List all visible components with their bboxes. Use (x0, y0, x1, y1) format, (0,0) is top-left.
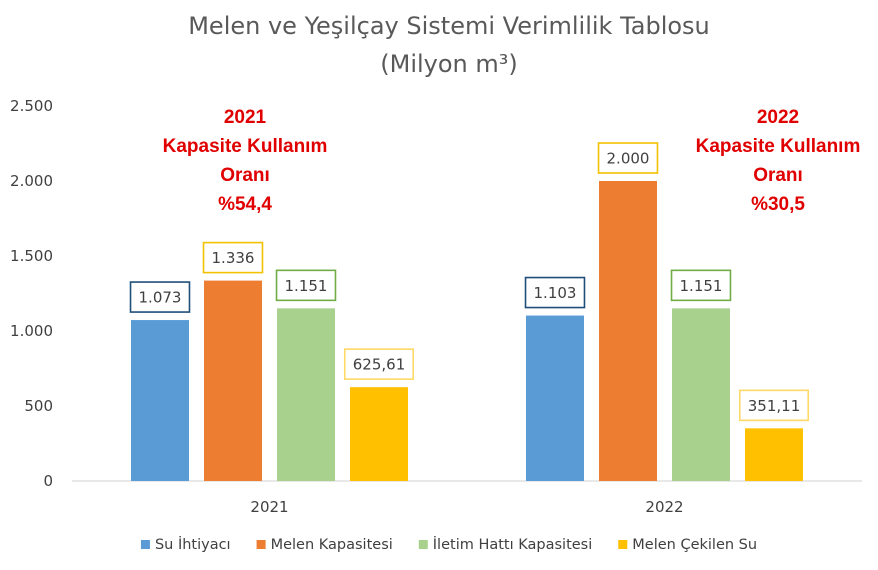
data-label-box (275, 269, 337, 302)
annotation-text: %30,5 (751, 194, 805, 215)
bars (131, 181, 803, 481)
annotation-text: Oranı (220, 165, 270, 186)
x-tick-label: 2022 (645, 498, 683, 516)
annotation-text: Kapasite Kullanım (163, 136, 328, 157)
bar (745, 428, 803, 481)
legend-label: Melen Çekilen Su (632, 537, 757, 553)
legend-swatch (618, 540, 628, 549)
annotation-text: 2021 (224, 107, 267, 128)
data-label-box (524, 276, 586, 309)
bar (599, 181, 657, 481)
x-axis: 2021 2022 (250, 498, 683, 516)
data-label: 1.151 (680, 277, 723, 295)
annotations: 2021 Kapasite Kullanım Oranı %54,4 2022 Kapas… (163, 107, 861, 215)
y-tick-label: 1.500 (10, 247, 53, 265)
data-label-box (343, 348, 415, 380)
data-label-box (738, 389, 810, 422)
data-label: 1.151 (285, 277, 328, 295)
annotation-text: 2022 (757, 107, 799, 128)
data-label-box (670, 269, 732, 302)
legend-label: Melen Kapasitesi (271, 537, 393, 553)
annotation-text: Oranı (753, 165, 803, 186)
y-tick-label: 0 (43, 472, 53, 490)
legend-swatch (418, 540, 428, 549)
y-tick-label: 2.000 (10, 172, 53, 190)
chart-title: Melen ve Yeşilçay Sistemi Verimlilik Tab… (188, 12, 710, 40)
y-tick-label: 500 (24, 397, 53, 415)
data-label: 351,11 (748, 397, 801, 415)
annotation-text: Kapasite Kullanım (696, 136, 861, 157)
legend-label: İletim Hattı Kapasitesi (433, 535, 592, 553)
data-label: 625,61 (353, 356, 406, 374)
data-label: 1.073 (139, 289, 182, 307)
bar (350, 387, 408, 481)
data-label-box (129, 281, 191, 313)
data-label-box (597, 142, 659, 174)
data-label: 2.000 (607, 150, 650, 168)
y-tick-label: 2.500 (10, 97, 53, 115)
legend-swatch (256, 540, 266, 549)
x-tick-label: 2021 (250, 498, 288, 516)
annotation-text: %54,4 (218, 194, 272, 215)
bar (204, 280, 262, 481)
legend: Su İhtiyacı Melen Kapasitesi İletim Hattı … (140, 535, 757, 553)
bar (131, 320, 189, 481)
bar (672, 308, 730, 481)
chart-subtitle: (Milyon m³) (380, 50, 518, 78)
y-axis: 0 500 1.000 1.500 2.000 2.500 (10, 97, 53, 490)
y-tick-label: 1.000 (10, 322, 53, 340)
data-label-box (202, 241, 264, 274)
data-label: 1.336 (212, 249, 255, 267)
legend-label: Su İhtiyacı (155, 535, 231, 553)
bar (277, 308, 335, 481)
bar (526, 315, 584, 481)
data-label: 1.103 (534, 284, 577, 302)
legend-swatch (140, 540, 150, 549)
data-labels: 1.073 1.336 1.151 625,61 1.103 2.000 1.151 351,… (129, 142, 810, 422)
